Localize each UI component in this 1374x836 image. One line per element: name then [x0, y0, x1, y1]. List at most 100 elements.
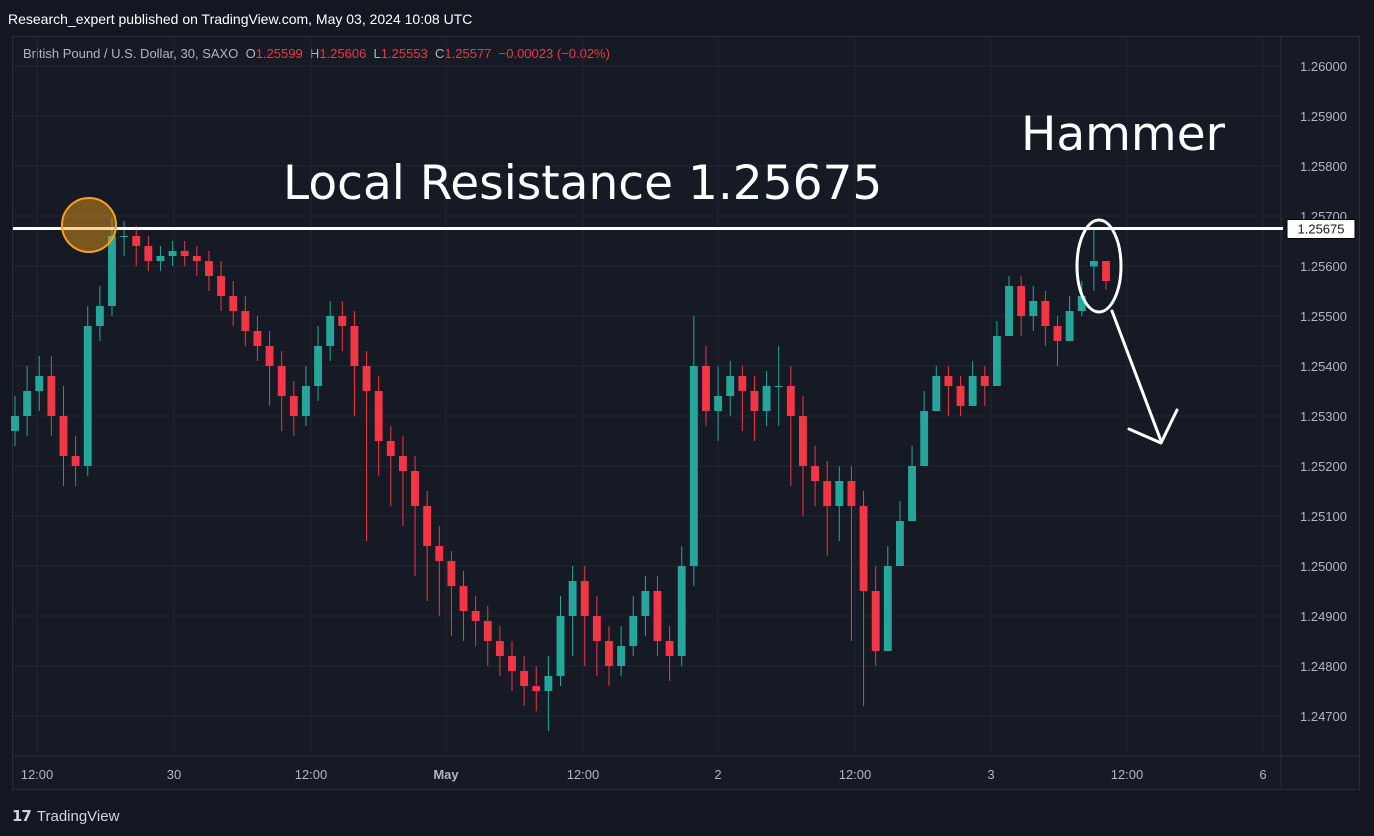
candle-body	[653, 591, 662, 641]
candle-body	[120, 236, 129, 237]
candle-body	[750, 391, 759, 411]
y-tick-label: 1.25800	[1300, 159, 1347, 174]
high-label: H	[309, 46, 320, 61]
candle-body	[932, 376, 941, 411]
candle-body	[1005, 286, 1013, 336]
candle-body	[205, 261, 213, 276]
candle-body	[592, 616, 601, 641]
candle-body	[241, 311, 250, 331]
symbol-legend: British Pound / U.S. Dollar, 30, SAXO O 1…	[23, 46, 610, 61]
candle-body	[217, 276, 226, 296]
candle-body	[59, 416, 68, 456]
candle-body	[956, 386, 965, 406]
candle-body	[992, 336, 1001, 386]
candle-body	[253, 331, 262, 346]
y-tick-label: 1.25500	[1300, 309, 1347, 324]
high-value: 1.25606	[319, 46, 367, 61]
candle-body	[811, 466, 820, 481]
y-tick-label: 1.25400	[1300, 359, 1347, 374]
candle-body	[11, 416, 19, 431]
candle-body	[229, 296, 238, 311]
y-tick-label: 1.25600	[1300, 259, 1347, 274]
y-tick-label: 1.25300	[1300, 409, 1347, 424]
y-tick-label: 1.24700	[1300, 709, 1347, 724]
close-label: C	[435, 46, 445, 61]
y-tick-label: 1.24800	[1300, 659, 1347, 674]
hammer-annotation[interactable]: Hammer	[1021, 107, 1226, 162]
candle-body	[1102, 261, 1110, 281]
y-tick-label: 1.25000	[1300, 559, 1347, 574]
candle-body	[83, 326, 92, 466]
candle-body	[350, 326, 359, 366]
candle-body	[847, 481, 856, 506]
candle-body	[786, 386, 795, 416]
candle-body	[1041, 301, 1050, 326]
candle-body	[495, 641, 504, 656]
x-tick-label: 12:00	[567, 767, 600, 782]
candle-body	[1089, 261, 1098, 267]
candle-body	[459, 586, 468, 611]
candle-body	[398, 456, 407, 471]
low-value: 1.25553	[380, 46, 428, 61]
candle-body	[1017, 286, 1026, 316]
open-label: O	[245, 46, 256, 61]
candle-body	[544, 676, 553, 691]
candle-body	[277, 366, 286, 396]
candle-body	[702, 366, 710, 411]
candle-body	[689, 366, 698, 566]
candle-body	[774, 386, 783, 387]
candle-body	[665, 641, 674, 656]
candle-body	[835, 481, 844, 506]
candle-body	[580, 581, 589, 616]
candle-body	[629, 616, 638, 646]
close-value: 1.25577	[444, 46, 492, 61]
candle-body	[35, 376, 44, 391]
down-arrow-shaft[interactable]	[1110, 309, 1163, 443]
candle-body	[883, 566, 892, 651]
candle-body	[859, 506, 868, 591]
candle-body	[520, 671, 529, 686]
candle-body	[132, 236, 141, 246]
footer-brand[interactable]: TradingView	[36, 807, 120, 825]
candle-body	[908, 466, 916, 521]
candle-body	[1065, 311, 1074, 341]
candle-body	[738, 376, 747, 391]
candle-body	[1029, 301, 1038, 316]
candle-body	[144, 246, 153, 261]
x-tick-label: 2	[714, 767, 721, 782]
x-tick-label: May	[433, 767, 459, 782]
x-tick-label: 6	[1259, 767, 1266, 782]
candle-body	[108, 236, 116, 306]
candle-body	[1077, 296, 1086, 311]
candle-body	[532, 686, 541, 691]
candle-body	[617, 646, 626, 666]
y-tick-label: 1.24900	[1300, 609, 1347, 624]
low-label: L	[373, 46, 381, 61]
candle-body	[483, 621, 492, 641]
candle-body	[411, 471, 419, 506]
resistance-touch-highlight[interactable]	[61, 197, 117, 253]
resistance-annotation[interactable]: Local Resistance 1.25675	[283, 156, 882, 211]
footer: 17 TradingView	[12, 803, 119, 829]
x-tick-label: 12:00	[295, 767, 328, 782]
candle-body	[1053, 326, 1062, 341]
candle-body	[605, 641, 613, 666]
tradingview-logo-icon[interactable]: 17	[12, 807, 32, 825]
candle-body	[895, 521, 904, 566]
candle-body	[508, 656, 516, 671]
y-tick-label: 1.25100	[1300, 509, 1347, 524]
candle-body	[265, 346, 274, 366]
y-tick-label: 1.26000	[1300, 59, 1347, 74]
change-value: −0.00023 (−0.02%)	[498, 46, 610, 61]
candle-body	[192, 256, 201, 261]
candle-body	[968, 376, 977, 406]
candle-body	[435, 546, 444, 561]
candle-body	[47, 376, 56, 416]
chart-panel[interactable]	[12, 36, 1360, 790]
hammer-ellipse[interactable]	[1075, 218, 1123, 314]
down-arrow-head[interactable]	[1127, 408, 1179, 445]
x-tick-label: 12:00	[21, 767, 54, 782]
candle-body	[71, 456, 80, 466]
symbol-name[interactable]: British Pound / U.S. Dollar, 30, SAXO	[23, 46, 239, 61]
